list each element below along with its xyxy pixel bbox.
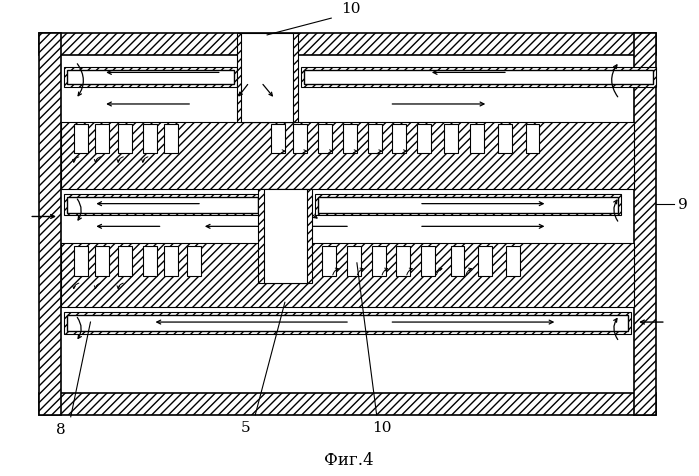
Text: Фиг.4: Фиг.4 <box>324 451 374 468</box>
Bar <box>293 124 307 154</box>
Bar <box>143 247 157 276</box>
Bar <box>444 124 458 154</box>
Bar <box>187 247 201 276</box>
Bar <box>95 124 109 154</box>
Bar <box>73 247 87 276</box>
Bar <box>372 247 386 276</box>
Bar <box>39 393 656 415</box>
Bar <box>73 124 87 154</box>
Bar <box>143 124 157 154</box>
Bar <box>61 56 634 393</box>
Bar <box>319 124 332 154</box>
Bar <box>303 71 653 85</box>
Bar <box>164 124 178 154</box>
Text: 9: 9 <box>677 197 687 211</box>
Text: 5: 5 <box>240 420 250 434</box>
Bar <box>39 34 656 56</box>
Bar <box>506 247 520 276</box>
Bar <box>67 198 258 213</box>
Bar <box>258 189 312 283</box>
Bar <box>61 122 634 189</box>
Bar <box>498 124 512 154</box>
Bar <box>322 247 336 276</box>
Bar <box>118 124 132 154</box>
Bar <box>634 34 656 415</box>
Text: 10: 10 <box>372 420 391 434</box>
Bar <box>241 34 293 122</box>
Bar <box>392 124 406 154</box>
Bar <box>264 189 307 283</box>
Bar <box>315 194 621 216</box>
Bar <box>271 124 285 154</box>
Bar <box>164 247 178 276</box>
Bar <box>343 124 357 154</box>
Bar <box>64 69 236 88</box>
Bar <box>470 124 484 154</box>
Bar <box>368 124 382 154</box>
Bar <box>95 247 109 276</box>
Text: 10: 10 <box>341 2 361 16</box>
Bar <box>526 124 540 154</box>
Bar <box>396 247 410 276</box>
Bar <box>67 71 233 85</box>
Bar <box>236 34 298 122</box>
Bar <box>421 247 435 276</box>
Bar <box>61 244 634 307</box>
Bar <box>347 247 361 276</box>
Bar <box>67 316 628 331</box>
Bar <box>64 313 631 334</box>
Bar <box>319 198 619 213</box>
Bar <box>417 124 431 154</box>
Text: 8: 8 <box>56 422 66 436</box>
Bar <box>39 34 61 415</box>
Bar <box>478 247 492 276</box>
Bar <box>64 194 261 216</box>
Bar <box>451 247 464 276</box>
Bar <box>118 247 132 276</box>
Bar <box>301 69 656 88</box>
